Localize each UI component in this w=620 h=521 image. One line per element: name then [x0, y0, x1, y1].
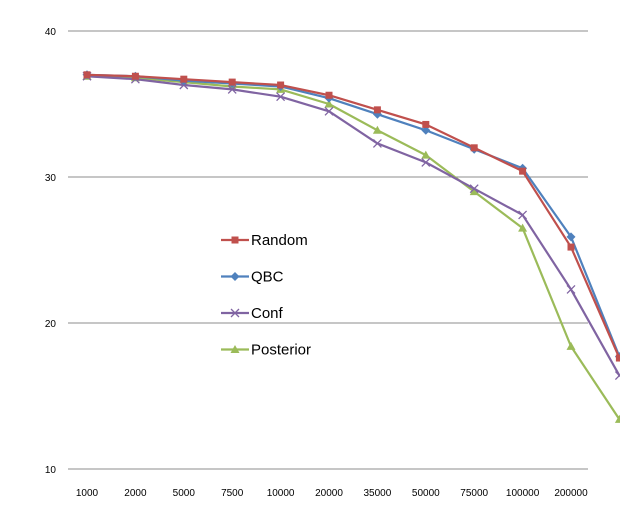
legend-label-conf: Conf	[251, 305, 284, 322]
point-qbc-7	[421, 125, 431, 135]
point-random-2	[180, 75, 188, 83]
series-conf	[82, 71, 620, 381]
point-random-9	[519, 167, 527, 175]
legend-item-posterior: Posterior	[221, 342, 311, 359]
legend-marker-random	[231, 236, 239, 244]
point-random-0	[83, 71, 91, 79]
point-random-7	[422, 120, 430, 128]
point-qbc-10	[566, 232, 576, 242]
point-posterior-7	[421, 150, 431, 159]
legend: Random QBC Conf Posterior	[221, 232, 311, 359]
legend-item-conf: Conf	[221, 305, 284, 322]
point-conf-8	[469, 184, 479, 194]
point-posterior-11	[614, 414, 620, 423]
point-posterior-5	[324, 99, 334, 108]
x-tick-label-35000: 35000	[363, 488, 391, 499]
point-random-4	[277, 81, 285, 89]
x-tick-label-10000: 10000	[267, 488, 295, 499]
legend-label-posterior: Posterior	[251, 342, 311, 359]
point-random-5	[325, 91, 333, 99]
point-conf-4	[276, 92, 286, 102]
x-tick-label-1000: 1000	[76, 488, 99, 499]
legend-marker-posterior	[230, 345, 240, 353]
point-conf-7	[421, 157, 431, 167]
x-tick-labels: 1000 2000 5000 7500 10000 20000 35000 50000 7500…	[76, 488, 588, 499]
x-tick-label-7500: 7500	[221, 488, 244, 499]
point-conf-11	[614, 371, 620, 381]
point-posterior-6	[372, 125, 382, 134]
y-tick-label-20: 20	[45, 319, 57, 330]
point-random-10	[567, 243, 575, 251]
x-tick-label-5000: 5000	[173, 488, 196, 499]
series-line-posterior	[86, 75, 620, 420]
point-random-6	[373, 106, 381, 114]
x-tick-label-20000: 20000	[315, 488, 343, 499]
series-line-qbc	[86, 73, 620, 357]
series-posterior	[82, 71, 620, 423]
point-posterior-9	[518, 223, 528, 232]
legend-marker-conf	[230, 308, 240, 318]
x-tick-label-50000: 50000	[412, 488, 440, 499]
legend-label-random: Random	[251, 232, 308, 249]
y-tick-labels: 10 20 30 40	[45, 27, 57, 476]
point-conf-5	[324, 106, 334, 116]
point-conf-10	[566, 284, 576, 294]
x-tick-label-75000: 75000	[460, 488, 488, 499]
legend-marker-qbc	[230, 272, 240, 281]
series-line-conf	[86, 75, 620, 377]
point-conf-6	[372, 138, 382, 148]
point-conf-3	[227, 84, 237, 94]
legend-item-random: Random	[221, 232, 308, 249]
point-random-11	[615, 354, 620, 362]
point-posterior-10	[566, 341, 576, 350]
series-line-random	[86, 73, 620, 359]
y-tick-label-10: 10	[45, 465, 57, 476]
point-posterior-8	[469, 187, 479, 196]
legend-item-qbc: QBC	[221, 269, 284, 286]
gridlines	[68, 30, 588, 470]
point-random-8	[470, 144, 478, 152]
point-random-3	[228, 78, 236, 86]
point-conf-9	[518, 210, 528, 220]
x-tick-label-200000: 200000	[554, 488, 588, 499]
point-random-1	[131, 72, 139, 80]
series-random	[83, 71, 620, 362]
series-qbc	[82, 70, 620, 362]
x-tick-label-100000: 100000	[506, 488, 540, 499]
x-tick-label-2000: 2000	[124, 488, 147, 499]
y-tick-label-30: 30	[45, 173, 57, 184]
legend-label-qbc: QBC	[251, 269, 284, 286]
series-group	[82, 70, 620, 423]
y-tick-label-40: 40	[45, 27, 57, 38]
